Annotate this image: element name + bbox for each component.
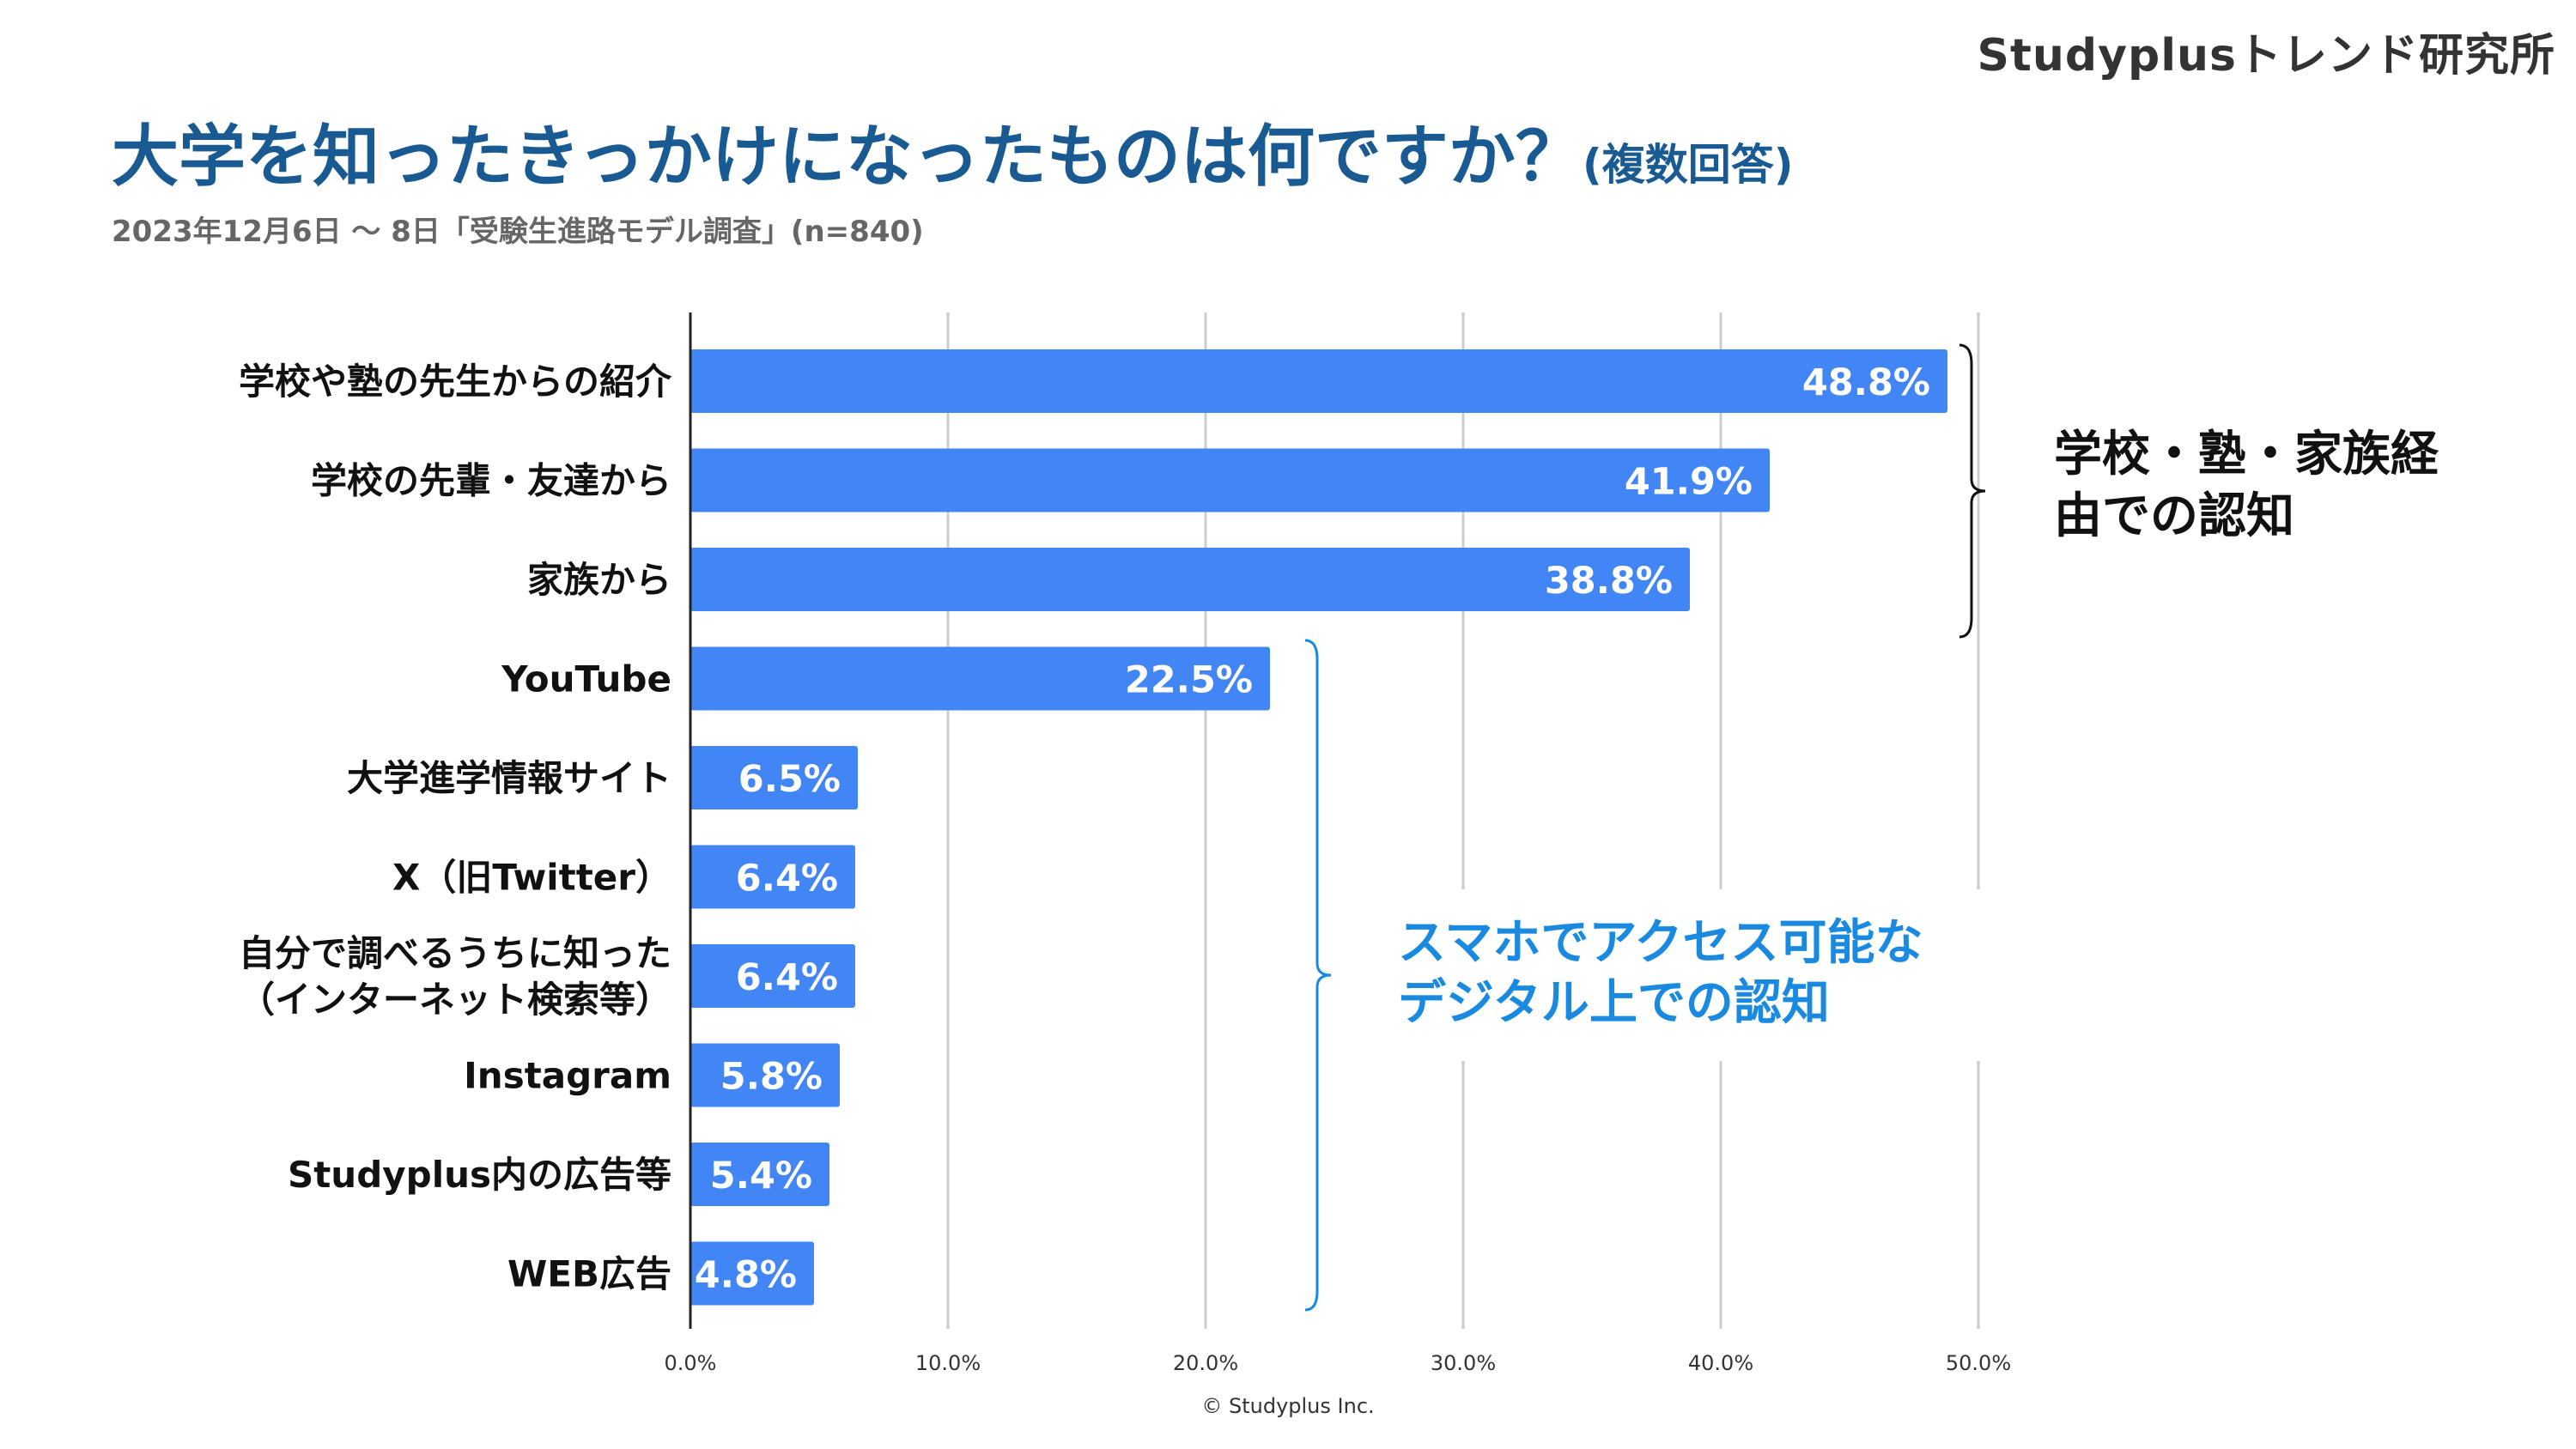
curly-brace <box>1304 639 1332 1312</box>
curly-brace <box>1959 343 1986 639</box>
x-tick-label: 50.0% <box>1946 1351 2011 1375</box>
x-tick-label: 0.0% <box>665 1351 717 1375</box>
bars: 48.8% 41.9% 38.8% 22.5% 6.5% 6.4% 6.4% 5.8% 5.4%… <box>690 349 1947 1306</box>
category-label: X（旧Twitter） <box>392 857 671 899</box>
bar <box>690 349 1947 413</box>
title-text: 大学を知ったきっかけになったものは何ですか？ <box>112 118 1583 196</box>
copyright: © Studyplus Inc. <box>1201 1394 1375 1418</box>
brackets <box>1304 343 2035 1312</box>
bar <box>690 448 1770 512</box>
survey-subtitle: 2023年12月6日 〜 8日「受験生進路モデル調査」(n=840) <box>112 215 924 249</box>
bar-value-label: 41.9% <box>1625 461 1753 504</box>
bar <box>690 1043 840 1107</box>
bar-value-label: 48.8% <box>1802 361 1930 404</box>
bar <box>690 944 855 1008</box>
bar-value-label: 6.5% <box>738 758 841 801</box>
category-label: 家族から <box>527 559 671 601</box>
category-label: Studyplus内の広告等 <box>288 1154 671 1196</box>
annotation-family-line: 学校・塾・家族経 <box>2054 427 2439 482</box>
category-label: 自分で調べるうちに知った <box>239 932 671 974</box>
bar-value-label: 6.4% <box>736 858 838 900</box>
bar-value-label: 38.8% <box>1545 560 1673 603</box>
bar <box>690 548 1690 611</box>
category-label: 学校の先輩・友達から <box>311 460 671 502</box>
category-label: 学校や塾の先生からの紹介 <box>239 361 672 403</box>
x-tick-label: 30.0% <box>1431 1351 1496 1375</box>
bar-value-label: 5.8% <box>720 1056 823 1099</box>
x-tick-label: 40.0% <box>1688 1351 1753 1375</box>
bar <box>690 746 858 809</box>
category-label: 大学進学情報サイト <box>347 757 671 799</box>
x-tick-label: 10.0% <box>915 1351 981 1375</box>
title-note: (複数回答) <box>1582 140 1794 190</box>
bar-value-label: 22.5% <box>1125 659 1253 702</box>
bar <box>690 1241 814 1306</box>
page-title: 大学を知ったきっかけになったものは何ですか？(複数回答) <box>112 103 1794 199</box>
category-label: YouTube <box>501 658 671 700</box>
annotation-digital-line: デジタル上での認知 <box>1398 975 1830 1031</box>
bar-value-label: 4.8% <box>695 1254 797 1297</box>
annotation-background <box>1382 889 2035 1061</box>
bar-value-label: 6.4% <box>736 956 838 999</box>
annotation-digital-group: スマホでアクセス可能な デジタル上での認知 <box>1398 913 1923 1034</box>
bar-value-label: 5.4% <box>710 1155 812 1197</box>
bar <box>690 646 1270 711</box>
category-label: （インターネット検索等） <box>239 979 671 1021</box>
annotation-family-group: 学校・塾・家族経 由での認知 <box>2054 424 2439 548</box>
annotation-family-line: 由での認知 <box>2054 488 2294 544</box>
category-label: Instagram <box>464 1055 671 1097</box>
brand-logo-text: Studyplusトレンド研究所 <box>1977 30 2555 82</box>
category-label: WEB広告 <box>507 1253 671 1295</box>
bar <box>690 845 855 909</box>
x-tick-label: 20.0% <box>1173 1351 1238 1375</box>
annotation-digital-line: スマホでアクセス可能な <box>1398 915 1923 971</box>
bar <box>690 1143 829 1206</box>
axis: 0.0% 10.0% 20.0% 30.0% 40.0% 50.0% <box>665 312 2011 1375</box>
